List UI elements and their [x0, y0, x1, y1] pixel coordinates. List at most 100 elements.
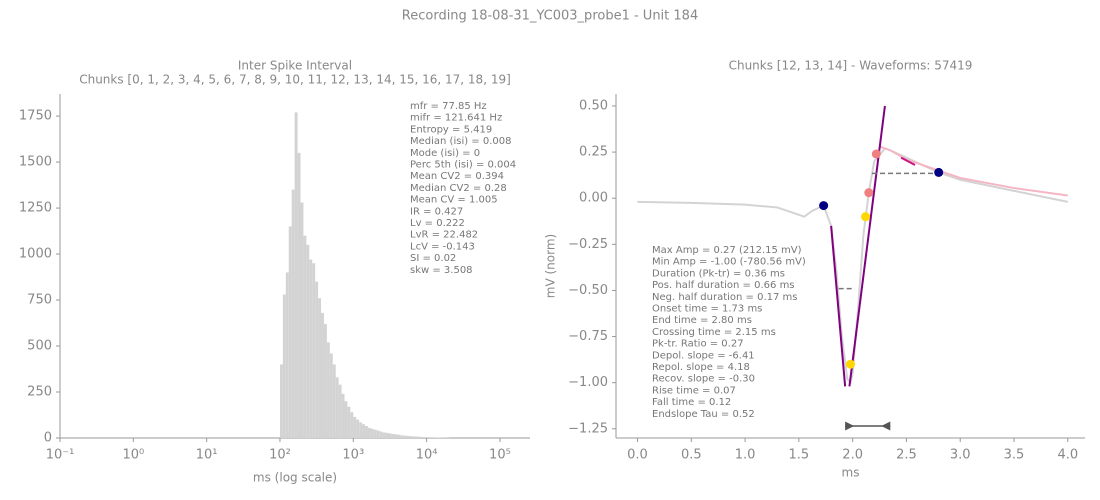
stats-line: mfr = 77.85 Hz: [410, 101, 487, 112]
histogram-bar: [344, 401, 348, 438]
histogram-bar: [291, 189, 295, 438]
feature-point: [864, 188, 874, 198]
waveform-line: [830, 225, 847, 387]
stats-line: skw = 3.508: [410, 265, 473, 276]
stats-line: Fall time = 0.12: [652, 397, 731, 408]
y-tick-label: −1.00: [568, 375, 608, 390]
histogram-bar: [388, 433, 392, 438]
histogram-bar: [367, 427, 371, 438]
histogram-bar: [300, 202, 304, 438]
waveform-line: [848, 105, 886, 387]
stats-line: Crossing time = 2.15 ms: [652, 327, 776, 338]
stats-line: Mean CV2 = 0.394: [410, 171, 504, 182]
histogram-bar: [309, 259, 313, 438]
stats-line: Duration (Pk-tr) = 0.36 ms: [652, 268, 785, 279]
stats-line: Mode (isi) = 0: [410, 148, 480, 159]
x-axis-label: ms: [842, 466, 860, 480]
histogram-bar: [417, 436, 421, 438]
histogram-bar: [406, 435, 410, 438]
histogram-bar: [341, 393, 345, 438]
stats-line: Entropy = 5.419: [410, 124, 492, 135]
histogram-bar: [321, 312, 324, 438]
histogram-bar: [312, 263, 316, 438]
histogram-bar: [429, 437, 433, 438]
y-tick-label: 1000: [19, 247, 52, 262]
histogram-bar: [376, 430, 380, 438]
y-tick-label: 500: [27, 339, 52, 354]
histogram-bar: [397, 434, 401, 438]
x-tick-label: 0.5: [681, 448, 702, 463]
feature-point: [934, 167, 944, 177]
stats-line: Endslope Tau = 0.52: [652, 409, 755, 420]
x-tick-label: 10²: [269, 448, 291, 463]
x-tick-label: 1.5: [789, 448, 810, 463]
feature-point: [819, 201, 829, 211]
histogram-bar: [335, 377, 339, 438]
histogram-bar: [420, 436, 424, 438]
stats-line: Onset time = 1.73 ms: [652, 304, 762, 315]
x-tick-label: 4.0: [1057, 448, 1078, 463]
x-tick-label: 10¹: [196, 448, 218, 463]
histogram-bar: [303, 235, 307, 438]
x-tick-label: 2.5: [896, 448, 917, 463]
histogram-bar: [435, 437, 439, 438]
x-tick-label: 0.0: [627, 448, 648, 463]
feature-point: [846, 359, 855, 369]
arrow-head: [845, 421, 855, 431]
waveform-line: [879, 145, 1068, 197]
stats-line: Min Amp = -1.00 (-780.56 mV): [652, 257, 806, 268]
histogram-bar: [370, 428, 374, 438]
figure-title: Recording 18-08-31_YC003_probe1 - Unit 1…: [402, 9, 698, 24]
y-tick-label: −1.25: [568, 421, 608, 436]
histogram-bar: [285, 272, 289, 438]
x-tick-label: 10⁰: [122, 448, 144, 463]
y-tick-label: 1500: [19, 155, 52, 170]
x-tick-label: 3.5: [1004, 448, 1025, 463]
histogram-bar: [329, 353, 333, 438]
histogram-bar: [353, 416, 357, 438]
histogram-bar: [394, 434, 398, 438]
x-axis-label: ms (log scale): [253, 471, 337, 485]
stats-line: Mean CV = 1.005: [410, 195, 498, 206]
chart-title: Chunks [12, 13, 14] - Waveforms: 57419: [729, 59, 973, 73]
y-tick-label: −0.50: [568, 283, 608, 298]
y-axis-label: mV (norm): [544, 234, 558, 298]
stats-line: mifr = 121.641 Hz: [410, 113, 502, 124]
histogram-bar: [323, 323, 327, 438]
y-tick-label: 0: [44, 431, 52, 446]
histogram-bar: [373, 429, 377, 438]
stats-line: Median (isi) = 0.008: [410, 136, 511, 147]
histogram-bar: [362, 424, 366, 438]
y-tick-label: −0.75: [568, 329, 608, 344]
feature-point: [861, 212, 871, 222]
histogram-bar: [438, 437, 442, 438]
arrow-head: [881, 421, 891, 431]
histogram-bar: [279, 364, 283, 438]
x-tick-label: 10³: [342, 448, 364, 463]
stats-line: Pk-tr. Ratio = 0.27: [652, 339, 744, 350]
histogram-bar: [382, 432, 386, 438]
histogram-bar: [411, 436, 415, 438]
histogram-bar: [288, 226, 292, 438]
histogram-bar: [350, 412, 354, 438]
histogram-bar: [306, 244, 310, 438]
histogram-bar: [365, 426, 368, 438]
x-tick-label: 1.0: [735, 448, 756, 463]
histogram-bar: [282, 294, 286, 438]
histogram-bar: [318, 298, 322, 438]
stats-line: Median CV2 = 0.28: [410, 183, 507, 194]
y-tick-label: 1250: [19, 201, 52, 216]
histogram-bar: [294, 112, 298, 438]
stats-line: End time = 2.80 ms: [652, 315, 752, 326]
stats-line: Perc 5th (isi) = 0.004: [410, 160, 516, 171]
stats-line: Max Amp = 0.27 (212.15 mV): [652, 245, 802, 256]
histogram-bar: [414, 436, 418, 438]
stats-line: Depol. slope = -6.41: [652, 350, 755, 361]
histogram-bar: [400, 435, 404, 438]
stats-line: LvR = 22.482: [410, 230, 478, 241]
y-tick-label: 0.25: [579, 145, 608, 160]
histogram-bar: [356, 419, 360, 438]
histogram-bar: [379, 431, 383, 438]
stats-line: LcV = -0.143: [410, 241, 475, 252]
